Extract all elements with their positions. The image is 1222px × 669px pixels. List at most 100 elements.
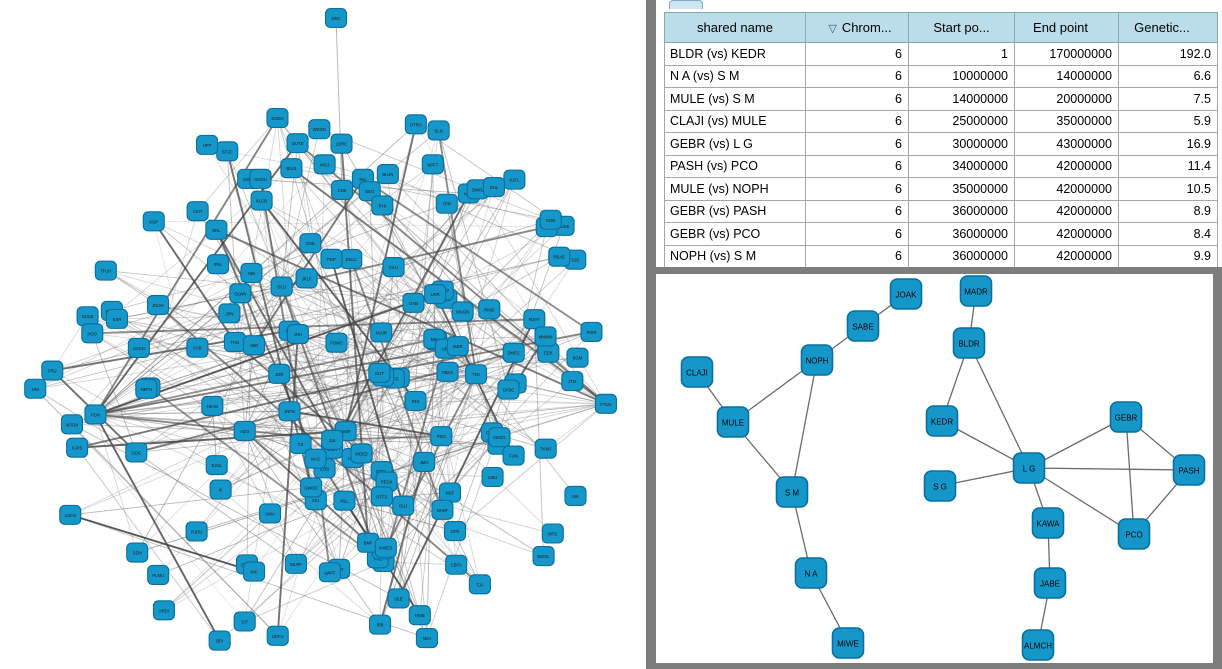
network-node[interactable]: BUIS: [280, 158, 303, 179]
network-edge[interactable]: [95, 414, 387, 549]
network-edge[interactable]: [477, 189, 607, 405]
network-edge[interactable]: [350, 258, 500, 438]
network-edge[interactable]: [244, 430, 333, 450]
network-node[interactable]: STJC: [216, 141, 239, 162]
network-edge[interactable]: [91, 333, 137, 453]
network-edge[interactable]: [513, 352, 607, 405]
network-node[interactable]: WLRF: [284, 553, 307, 574]
network-edge[interactable]: [281, 286, 347, 432]
cell-value[interactable]: 7.5: [1118, 87, 1218, 111]
cell-value[interactable]: 6: [805, 244, 909, 267]
large-network-view[interactable]: DRCCNKCLRJPLFFLWKFDHTNGFKMGUMAEEKKLCBKIU…: [0, 0, 646, 669]
network-edge[interactable]: [138, 219, 551, 349]
network-edge[interactable]: [116, 286, 282, 320]
network-node[interactable]: NEFH: [135, 378, 158, 399]
network-edge[interactable]: [291, 167, 573, 382]
network-edge[interactable]: [35, 242, 311, 390]
network-node[interactable]: FUN: [502, 445, 525, 466]
network-node[interactable]: USCN: [127, 337, 150, 358]
network-edge[interactable]: [244, 430, 345, 502]
network-edge[interactable]: [215, 229, 334, 441]
network-edge[interactable]: [1125, 416, 1135, 535]
network-node[interactable]: CLAJI: [680, 356, 714, 388]
network-edge[interactable]: [362, 178, 593, 333]
network-node[interactable]: SABE: [846, 310, 880, 342]
network-node[interactable]: BGM: [566, 347, 589, 368]
network-node[interactable]: IABU: [481, 466, 504, 488]
network-node[interactable]: UJCN: [59, 504, 82, 525]
network-node[interactable]: GSE: [299, 233, 322, 254]
network-edge[interactable]: [277, 117, 576, 497]
network-node[interactable]: NAS: [304, 448, 327, 469]
network-edge[interactable]: [95, 414, 245, 432]
cell-value[interactable]: 42000000: [1014, 177, 1119, 201]
network-node[interactable]: JOAK: [889, 278, 923, 310]
network-node[interactable]: HFP: [196, 134, 219, 155]
cell-value[interactable]: 10.5: [1118, 177, 1218, 201]
network-edge[interactable]: [415, 400, 554, 534]
network-node[interactable]: DRC: [324, 7, 348, 29]
network-edge[interactable]: [397, 318, 536, 599]
network-node[interactable]: LDRC: [330, 133, 353, 154]
network-node[interactable]: BKL: [205, 219, 228, 240]
network-node[interactable]: S G: [923, 470, 957, 502]
cell-shared-name[interactable]: MULE (vs) NOPH: [664, 177, 806, 201]
network-edge[interactable]: [251, 203, 447, 274]
network-edge[interactable]: [215, 229, 317, 460]
network-edge[interactable]: [340, 143, 370, 543]
network-node[interactable]: FOMC: [325, 332, 348, 353]
network-node[interactable]: KLCB: [250, 190, 273, 211]
network-edge[interactable]: [136, 403, 606, 453]
network-node[interactable]: HEAB: [201, 395, 224, 416]
network-edge[interactable]: [297, 143, 347, 432]
network-edge[interactable]: [261, 200, 384, 377]
network-node[interactable]: GEBR: [1109, 401, 1143, 433]
network-edge[interactable]: [244, 189, 479, 432]
network-node[interactable]: DHL: [482, 176, 506, 198]
network-edge[interactable]: [111, 272, 252, 312]
network-edge[interactable]: [136, 186, 495, 553]
network-edge[interactable]: [87, 315, 346, 432]
network-edge[interactable]: [105, 270, 490, 310]
network-edge[interactable]: [289, 164, 434, 331]
network-node[interactable]: MNWM: [534, 326, 557, 347]
network-edge[interactable]: [446, 203, 477, 375]
network-edge[interactable]: [281, 286, 316, 459]
network-edge[interactable]: [220, 400, 416, 491]
network-edge[interactable]: [289, 330, 416, 402]
network-node[interactable]: JLK: [321, 429, 344, 450]
network-node[interactable]: NPFT: [421, 154, 444, 175]
cell-value[interactable]: 6: [805, 132, 909, 156]
network-node[interactable]: KOB: [539, 209, 562, 230]
table-row[interactable]: NOPH (vs) S M 6 36000000 42000000 9.9: [664, 244, 1218, 267]
network-node[interactable]: NHSF: [431, 499, 454, 520]
cell-value[interactable]: 42000000: [1014, 154, 1119, 178]
network-edge[interactable]: [116, 286, 282, 320]
network-edge[interactable]: [153, 220, 477, 375]
network-node[interactable]: HWB: [408, 605, 431, 626]
cell-value[interactable]: 6: [805, 199, 909, 223]
cell-value[interactable]: 14000000: [908, 87, 1015, 111]
network-edge[interactable]: [352, 457, 384, 550]
network-edge[interactable]: [324, 467, 493, 478]
table-row[interactable]: N A (vs) S M 6 10000000 14000000 6.6: [664, 64, 1218, 88]
network-edge[interactable]: [378, 372, 443, 511]
network-node[interactable]: WJGN: [60, 414, 84, 435]
cell-value[interactable]: 6: [805, 109, 909, 133]
network-edge[interactable]: [345, 430, 425, 463]
network-node[interactable]: FBKS: [436, 361, 459, 382]
network-node[interactable]: FRU: [41, 360, 64, 381]
network-node[interactable]: ENLC: [340, 249, 363, 270]
cell-value[interactable]: 10000000: [908, 64, 1015, 88]
network-node[interactable]: LWSO: [488, 427, 511, 448]
network-edge[interactable]: [105, 270, 493, 478]
network-node[interactable]: AED: [242, 335, 266, 356]
cell-value[interactable]: 6: [805, 222, 909, 246]
network-edge[interactable]: [95, 143, 342, 415]
cell-value[interactable]: 8.9: [1118, 199, 1218, 223]
network-edge[interactable]: [441, 352, 549, 437]
table-row[interactable]: BLDR (vs) KEDR 6 1 170000000 192.0: [664, 42, 1218, 66]
network-edge[interactable]: [220, 186, 495, 490]
network-edge[interactable]: [197, 117, 278, 212]
network-edge[interactable]: [289, 410, 442, 438]
